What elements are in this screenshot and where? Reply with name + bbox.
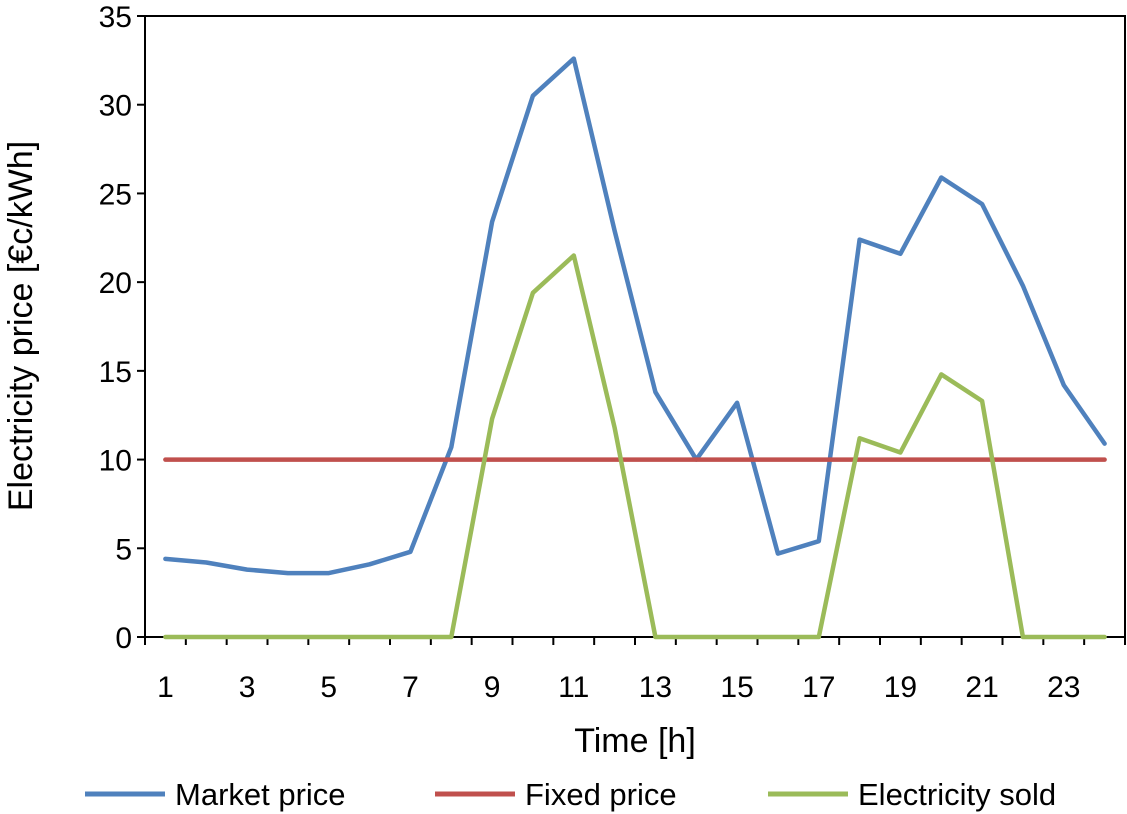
series-line-market-price [163,56,1107,576]
legend: Market price Fixed price Electricity sold [85,777,1056,812]
series-lines [163,56,1107,640]
x-tick-label: 9 [484,671,501,704]
x-axis-title: Time [h] [574,722,696,760]
x-tick-label: 5 [320,671,337,704]
legend-label: Market price [175,777,346,812]
y-tick-label: 10 [99,445,132,478]
y-tick-label: 20 [99,267,132,300]
x-tick-label: 1 [157,671,174,704]
y-axis-ticks: 0 5 10 15 20 25 30 35 [99,1,145,655]
y-tick-label: 5 [115,533,132,566]
series-line-electricity-sold [163,253,1107,640]
x-tick-label: 15 [720,671,753,704]
x-tick-label: 23 [1047,671,1080,704]
y-tick-label: 25 [99,178,132,211]
x-tick-label: 19 [884,671,917,704]
y-axis-title: Electricity price [€c/kWh] [2,141,40,511]
x-tick-label: 7 [402,671,419,704]
x-tick-label: 17 [802,671,835,704]
x-axis-ticks: 1 3 5 7 9 11 13 15 17 19 21 23 [144,637,1126,704]
y-tick-label: 0 [115,622,132,655]
y-tick-label: 15 [99,356,132,389]
y-tick-label: 30 [99,90,132,123]
x-tick-label: 21 [965,671,998,704]
legend-label: Fixed price [525,777,677,812]
x-tick-label: 11 [558,671,589,704]
x-tick-label: 13 [639,671,672,704]
y-tick-label: 35 [99,1,132,34]
legend-label: Electricity sold [858,777,1056,812]
x-tick-label: 3 [239,671,256,704]
